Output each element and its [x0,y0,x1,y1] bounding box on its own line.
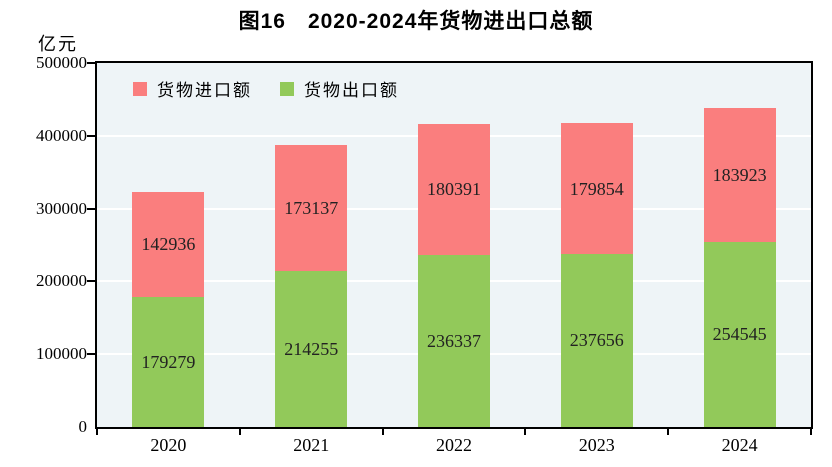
x-axis-tick-label: 2022 [436,435,472,455]
legend-swatch-imports [133,81,147,96]
x-axis-tick-mark [381,429,384,435]
bar-segment-exports [703,241,776,427]
legend-swatch-exports [280,81,294,96]
bar-segment-exports [275,271,348,427]
bar-segment-imports [560,123,633,254]
bar-segment-exports [418,254,490,427]
y-axis-tick-label: 0 [78,417,88,436]
y-axis-tick-mark [87,280,95,283]
x-axis-tick-label: 2023 [578,435,615,455]
y-axis-tick-mark [87,207,95,210]
bar-value-label-exports: 254545 [712,324,767,345]
x-axis-tick-mark [96,429,98,435]
x-axis-tick-label: 2021 [293,435,330,455]
plot-area: 货物进口额 货物出口额 179279 142936 214255 173137 2363… [95,61,813,429]
x-axis-tick-mark [524,429,527,435]
x-axis-tick-label: 2020 [150,435,187,455]
bar-value-label-imports: 180391 [427,179,481,200]
bar-value-label-exports: 236337 [427,330,481,351]
bar-value-label-imports: 183923 [712,164,767,185]
x-axis-tick-mark [810,429,812,435]
bar-segment-exports [560,254,633,427]
bar-value-label-imports: 142936 [141,234,196,255]
y-axis-tick-label: 300000 [36,198,87,218]
x-axis-tick-mark [238,429,241,435]
bar-value-label-imports: 179854 [569,178,624,199]
bar-segment-imports [132,192,205,297]
y-axis-tick-label: 200000 [36,271,87,291]
bar-value-label-imports: 173137 [284,198,339,218]
bar-segment-exports [132,296,205,427]
y-axis-tick-label: 500000 [36,53,87,72]
bar-value-label-exports: 237656 [569,330,624,351]
bar-segment-imports [418,123,490,255]
bar-value-label-exports: 214255 [284,339,339,359]
y-axis-tick-label: 100000 [36,344,87,364]
x-axis-tick-mark [667,429,670,435]
legend: 货物进口额 货物出口额 [133,76,417,101]
bar-value-label-exports: 179279 [141,351,196,372]
legend-label-imports: 货物进口额 [157,81,252,100]
y-axis-unit-label: 亿元 [38,34,78,54]
bar-segment-imports [275,145,348,272]
y-axis-tick-mark [87,353,95,356]
x-axis-tick-label: 2024 [721,435,758,455]
y-axis-tick-mark [87,62,95,64]
bar-segment-imports [703,107,776,242]
y-axis-tick-mark [87,134,95,137]
chart-title: 图16 2020-2024年货物进出口总额 [238,10,594,33]
y-axis-tick-label: 400000 [36,125,87,145]
legend-label-exports: 货物出口额 [304,81,399,100]
